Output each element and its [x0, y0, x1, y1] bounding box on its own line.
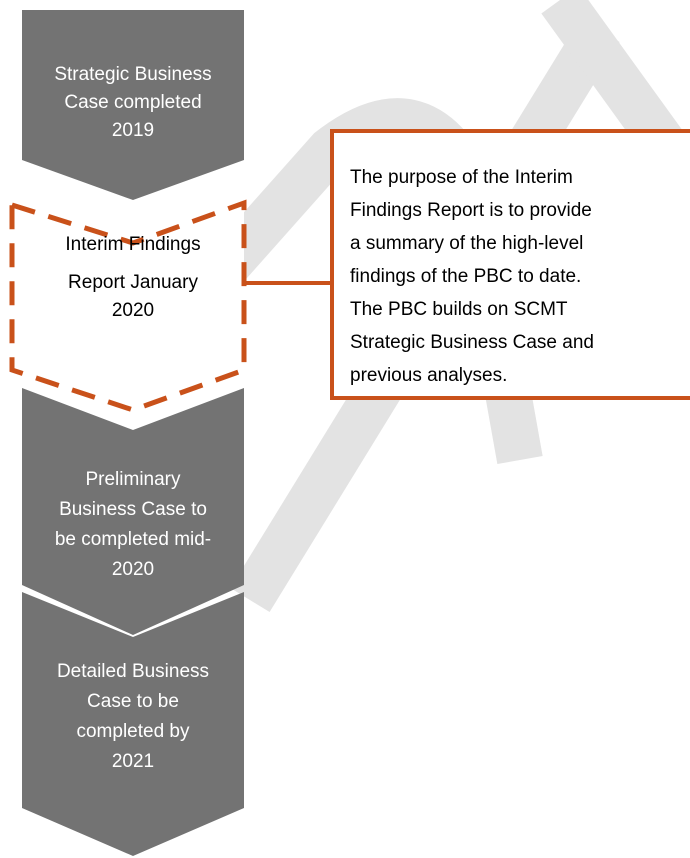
node-label: 2020: [112, 300, 154, 321]
node-label: be completed mid-: [55, 529, 211, 550]
node-label: Preliminary: [85, 469, 181, 490]
node-label: 2021: [112, 751, 154, 772]
chevron: [22, 388, 244, 635]
callout-text: previous analyses.: [350, 365, 507, 386]
callout-box: [330, 129, 690, 400]
dashed-chevron: [9, 199, 247, 413]
node-label: Detailed Business: [57, 661, 209, 682]
chevron: [22, 592, 244, 856]
callout-text: a summary of the high-level: [350, 233, 583, 254]
node-label: Strategic Business: [54, 64, 211, 85]
callout-text: The purpose of the Interim: [350, 167, 573, 188]
callout-text: Findings Report is to provide: [350, 200, 592, 221]
node-label: Report January: [68, 272, 198, 293]
node-label: Business Case to: [59, 499, 207, 520]
callout-text: findings of the PBC to date.: [350, 266, 581, 287]
chevron: [22, 10, 244, 200]
node-label: Case completed: [64, 92, 201, 113]
callout-text: The PBC builds on SCMT: [350, 299, 568, 320]
node-label: 2019: [112, 120, 154, 141]
node-label: Interim Findings: [65, 234, 200, 255]
node-label: Case to be: [87, 691, 179, 712]
node-label: completed by: [76, 721, 190, 742]
node-label: 2020: [112, 559, 154, 580]
callout-text: Strategic Business Case and: [350, 332, 594, 353]
